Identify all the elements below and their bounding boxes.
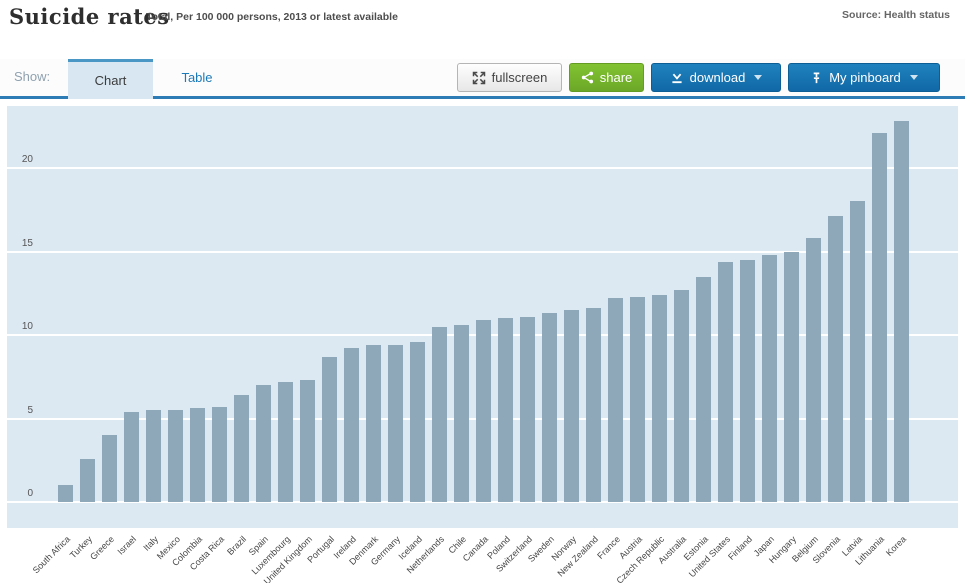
- my-pinboard-button[interactable]: My pinboard: [788, 63, 940, 92]
- chart-bar[interactable]: [805, 238, 821, 502]
- tab-table[interactable]: Table: [181, 70, 213, 85]
- caret-down-icon: [909, 75, 918, 80]
- chart-bar[interactable]: [475, 319, 491, 502]
- fullscreen-button[interactable]: fullscreen: [457, 63, 562, 92]
- chart-bar[interactable]: [519, 316, 535, 502]
- chart-bar[interactable]: [189, 408, 205, 502]
- chart-bar[interactable]: [167, 410, 183, 502]
- share-button-label: share: [599, 70, 633, 85]
- chart-bar[interactable]: [717, 261, 733, 502]
- download-button[interactable]: download: [651, 63, 781, 92]
- chart-bar[interactable]: [739, 259, 755, 502]
- y-axis-tick-label: 0: [27, 488, 33, 499]
- toolbar: Show: Chart Table fullscreen: [0, 59, 965, 99]
- chart-bar[interactable]: [651, 294, 667, 502]
- caret-down-icon: [754, 75, 763, 80]
- fullscreen-button-label: fullscreen: [491, 70, 548, 85]
- share-icon: [581, 71, 594, 84]
- chart-bar[interactable]: [365, 345, 381, 502]
- chart-subtitle: Total, Per 100 000 persons, 2013 or late…: [146, 11, 398, 23]
- pushpin-icon: [810, 71, 823, 85]
- y-axis-tick-label: 15: [21, 237, 33, 249]
- chart-bar[interactable]: [783, 251, 799, 502]
- y-axis-tick-label: 10: [21, 321, 33, 332]
- chart-bar[interactable]: [431, 326, 447, 502]
- chart-bar[interactable]: [387, 345, 403, 502]
- chart-bar[interactable]: [827, 216, 843, 502]
- chart-bar[interactable]: [321, 356, 337, 502]
- chart-bar[interactable]: [607, 298, 623, 502]
- chart-bar[interactable]: [541, 313, 557, 502]
- gridline: [7, 167, 958, 169]
- x-axis-labels: South Africa Turkey Greece Israel Italy Mexic…: [7, 528, 958, 583]
- share-button[interactable]: share: [569, 63, 644, 92]
- chart-bar[interactable]: [233, 395, 249, 502]
- chart-bar[interactable]: [343, 348, 359, 502]
- my-pinboard-button-label: My pinboard: [829, 70, 901, 85]
- chart-bar[interactable]: [673, 289, 689, 502]
- y-axis-tick-label: 5: [27, 404, 33, 416]
- chart-bar[interactable]: [101, 435, 117, 502]
- fullscreen-expand-icon: [472, 71, 486, 85]
- source-label[interactable]: Source: Health status: [842, 9, 950, 21]
- chart-bar[interactable]: [79, 458, 95, 502]
- chart-bar[interactable]: [299, 380, 315, 502]
- chart-bar[interactable]: [123, 411, 139, 502]
- chart-bar[interactable]: [849, 201, 865, 502]
- header: Suicide rates Total, Per 100 000 persons…: [0, 0, 965, 56]
- chart-bar[interactable]: [585, 308, 601, 502]
- download-icon: [670, 71, 684, 84]
- y-axis-tick-label: 20: [21, 154, 33, 165]
- plot-area: 0 5 10 15 20: [7, 106, 958, 528]
- chart-bar[interactable]: [497, 318, 513, 502]
- chart-bar[interactable]: [871, 132, 887, 502]
- page-title: Suicide rates: [9, 4, 170, 29]
- chart-bar[interactable]: [409, 341, 425, 502]
- chart-bar[interactable]: [629, 296, 645, 502]
- chart-bar[interactable]: [57, 485, 73, 502]
- chart-bar[interactable]: [761, 254, 777, 502]
- chart-bar[interactable]: [893, 121, 909, 502]
- download-button-label: download: [689, 70, 746, 85]
- toolbar-buttons: fullscreen share download: [457, 63, 940, 92]
- chart-bar[interactable]: [563, 309, 579, 502]
- tab-chart[interactable]: Chart: [68, 59, 153, 99]
- chart-bar[interactable]: [145, 410, 161, 502]
- gridline: [7, 501, 958, 503]
- chart-bar[interactable]: [453, 324, 469, 502]
- chart-bar[interactable]: [255, 385, 271, 502]
- chart-bar[interactable]: [695, 276, 711, 502]
- chart-bar[interactable]: [211, 406, 227, 502]
- gridline: [7, 250, 958, 253]
- show-label: Show:: [14, 69, 51, 84]
- chart-bar[interactable]: [277, 381, 293, 502]
